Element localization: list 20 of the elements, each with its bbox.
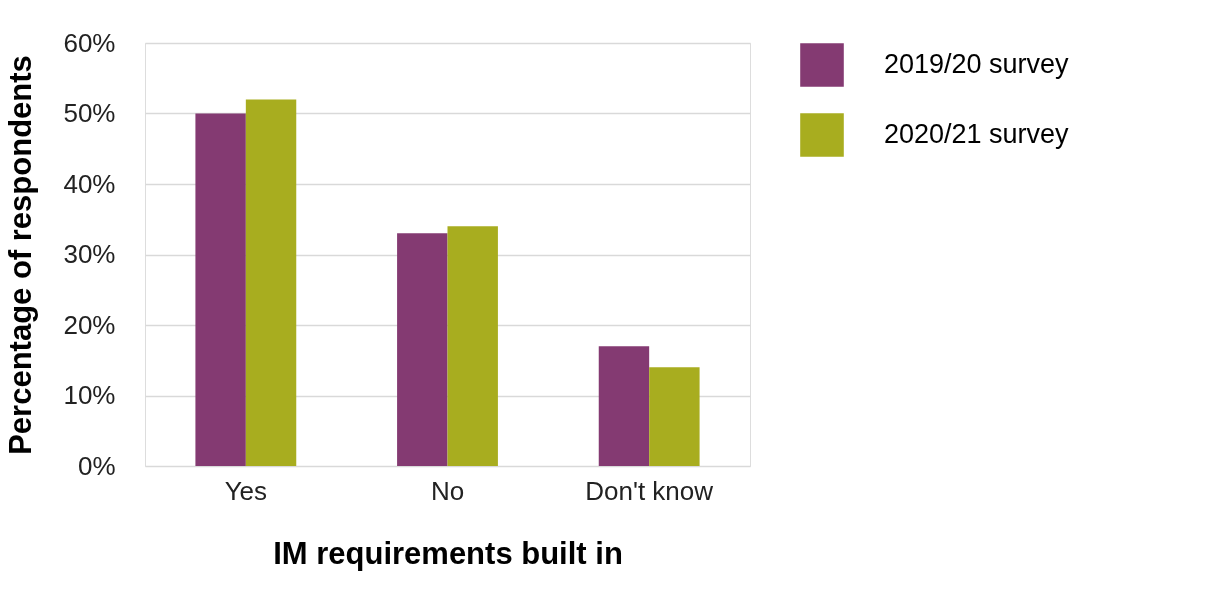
x-tick-label: No — [430, 475, 465, 506]
x-tick-label: Yes — [224, 475, 268, 506]
y-tick-label: 10% — [63, 380, 116, 410]
y-tick-label: 20% — [63, 309, 116, 340]
bar — [195, 113, 246, 466]
y-tick-label: 40% — [63, 168, 116, 199]
bar — [245, 99, 297, 466]
y-axis-title: Percentage of respondents — [3, 55, 39, 455]
x-tick-label: Don't know — [585, 475, 714, 506]
legend-label: 2020/21 survey — [884, 119, 1070, 149]
bar — [397, 233, 448, 466]
bar — [598, 346, 650, 466]
bar — [447, 226, 498, 466]
y-tick-label: 0% — [77, 450, 116, 481]
y-tick-label: 50% — [63, 98, 116, 128]
legend-label: 2019/20 survey — [884, 49, 1070, 79]
y-tick-label: 30% — [63, 239, 116, 269]
y-tick-label: 60% — [63, 27, 116, 58]
bar — [649, 367, 700, 466]
x-axis-title: IM requirements built in — [273, 535, 623, 571]
